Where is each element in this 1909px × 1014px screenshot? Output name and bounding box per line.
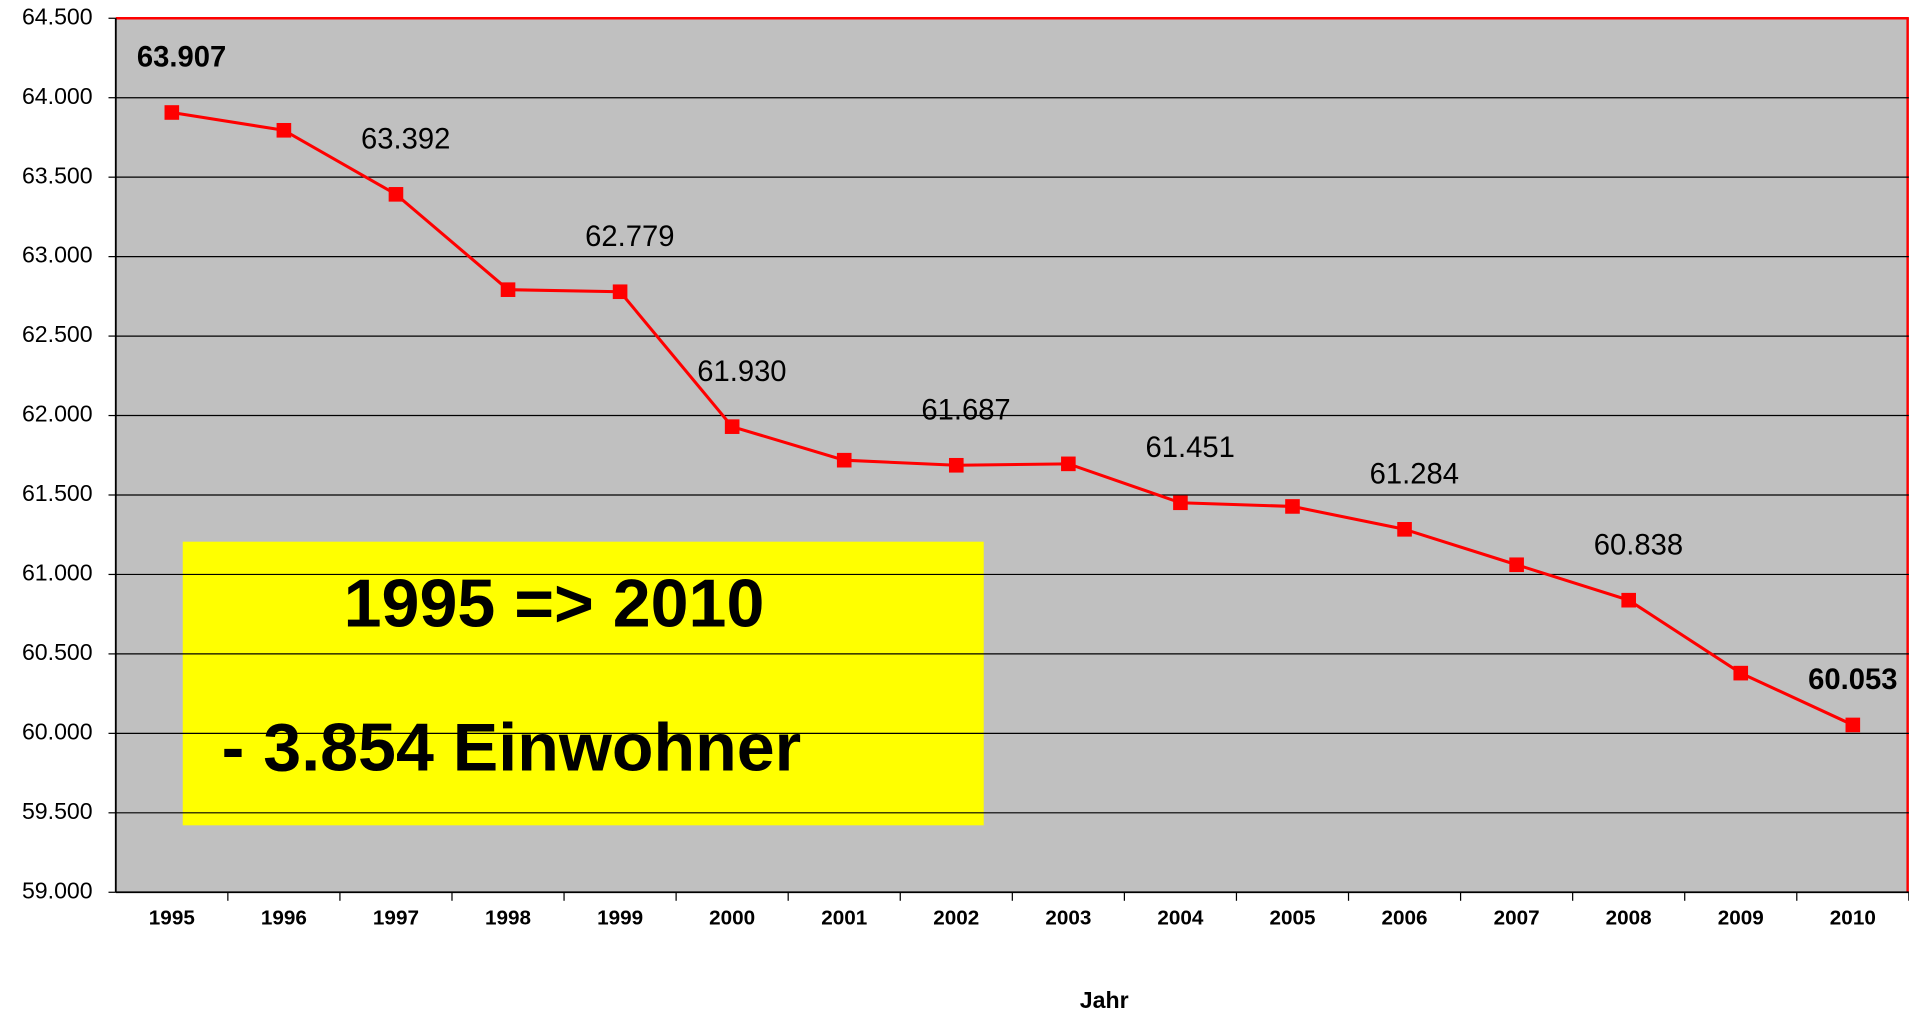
data-point — [612, 284, 628, 300]
data-point — [1397, 522, 1412, 537]
annotation: 1995 => 2010 — [344, 566, 765, 642]
x-tick-label: 2005 — [1269, 907, 1315, 930]
data-point — [1173, 495, 1188, 511]
annotation-box — [182, 541, 984, 826]
data-point — [948, 457, 964, 473]
x-tick-label: 2010 — [1830, 907, 1876, 930]
data-label: 61.687 — [921, 394, 1010, 426]
x-tick-label: 2006 — [1382, 907, 1428, 930]
y-tick-label: 59.500 — [22, 798, 93, 824]
x-tick-label: 1998 — [485, 907, 531, 930]
series-line — [171, 110, 1854, 727]
data-label: 61.451 — [1145, 432, 1234, 464]
y-tick-label: 59.000 — [22, 877, 93, 903]
data-point — [1285, 499, 1300, 514]
x-axis-label: Jahr — [1080, 987, 1129, 1013]
data-point — [1061, 456, 1076, 472]
x-tick-label: 1999 — [597, 907, 643, 930]
y-tick-label: 60.000 — [22, 718, 93, 744]
data-label: 61.930 — [697, 356, 786, 388]
data-point — [500, 282, 516, 297]
data-point — [724, 419, 740, 434]
y-tick-label: 61.500 — [22, 480, 93, 506]
x-tick-label: 2004 — [1157, 907, 1204, 930]
data-label: 60.053 — [1808, 664, 1897, 696]
y-tick-label: 61.000 — [22, 560, 93, 586]
data-label: 63.907 — [137, 42, 226, 74]
y-tick-label: 60.500 — [22, 639, 93, 665]
data-label: 61.284 — [1370, 458, 1459, 490]
x-tick-label: 2002 — [933, 907, 979, 930]
x-tick-label: 2008 — [1606, 907, 1652, 930]
data-point — [1509, 557, 1524, 573]
data-label: 62.779 — [585, 221, 674, 253]
data-point — [836, 452, 852, 468]
x-tick-label: 2009 — [1718, 907, 1764, 930]
x-tick-label: 2001 — [821, 907, 867, 930]
y-tick-label: 62.500 — [22, 321, 93, 347]
y-tick-label: 64.500 — [22, 3, 93, 29]
data-point — [1621, 592, 1636, 608]
data-point — [388, 187, 404, 202]
data-point — [276, 122, 292, 138]
y-tick-label: 64.000 — [22, 83, 93, 109]
data-point — [1845, 717, 1861, 733]
annotation: - 3.854 Einwohner — [222, 709, 801, 785]
x-tick-label: 2003 — [1045, 907, 1091, 930]
y-tick-label: 62.000 — [22, 401, 93, 427]
y-tick-label: 63.000 — [22, 242, 93, 268]
x-tick-label: 1997 — [373, 907, 419, 930]
data-point — [1733, 665, 1749, 681]
data-label: 63.392 — [361, 123, 450, 155]
y-tick-label: 63.500 — [22, 162, 93, 188]
data-point — [164, 105, 180, 120]
x-tick-label: 2007 — [1494, 907, 1540, 930]
x-tick-label: 1996 — [261, 907, 307, 930]
data-label: 60.838 — [1594, 529, 1683, 561]
x-tick-label: 2000 — [709, 907, 755, 930]
x-tick-label: 1995 — [149, 907, 195, 930]
